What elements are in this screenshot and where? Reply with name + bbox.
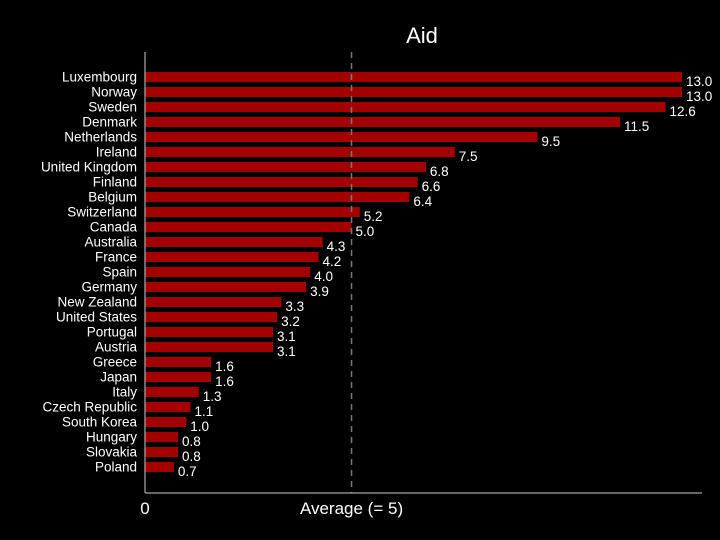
bar [145, 312, 278, 322]
bar [145, 267, 311, 277]
value-label: 3.2 [281, 314, 300, 329]
category-label: Japan [100, 370, 137, 385]
bar [145, 342, 274, 352]
value-label: 7.5 [459, 149, 478, 164]
category-label: Italy [112, 385, 137, 400]
bar [145, 372, 212, 382]
value-label: 3.9 [310, 284, 329, 299]
bar [145, 132, 538, 142]
category-label: Slovakia [86, 445, 138, 460]
category-label: Poland [95, 460, 137, 475]
bar [145, 417, 187, 427]
bar [145, 252, 319, 262]
value-label: 12.6 [669, 104, 695, 119]
value-label: 1.0 [190, 419, 209, 434]
category-label: Luxembourg [62, 70, 137, 85]
category-label: Netherlands [64, 130, 137, 145]
category-label: Ireland [96, 145, 137, 160]
value-label: 3.1 [277, 344, 296, 359]
x-tick-zero: 0 [140, 499, 149, 518]
value-label: 4.0 [314, 269, 333, 284]
value-label: 1.6 [215, 374, 234, 389]
category-label: France [95, 250, 137, 265]
value-label: 3.3 [285, 299, 304, 314]
category-label: New Zealand [57, 295, 137, 310]
value-label: 6.6 [422, 179, 441, 194]
category-label: Sweden [88, 100, 137, 115]
bar [145, 72, 682, 82]
bar [145, 162, 426, 172]
value-label: 6.8 [430, 164, 449, 179]
bar [145, 297, 282, 307]
value-label: 0.8 [182, 434, 201, 449]
value-label: 1.1 [194, 404, 213, 419]
category-label: Greece [93, 355, 137, 370]
bar [145, 177, 418, 187]
value-label: 3.1 [277, 329, 296, 344]
category-label: Hungary [86, 430, 137, 445]
value-label: 5.0 [356, 224, 375, 239]
chart-title: Aid [406, 23, 438, 48]
category-label: Switzerland [67, 205, 137, 220]
bar [145, 237, 323, 247]
value-label: 13.0 [686, 89, 712, 104]
category-label: Belgium [88, 190, 137, 205]
category-label: United States [56, 310, 137, 325]
bar [145, 192, 410, 202]
bar [145, 102, 666, 112]
bar [145, 462, 174, 472]
category-label: Norway [91, 85, 137, 100]
value-label: 5.2 [364, 209, 383, 224]
category-label: Finland [93, 175, 137, 190]
bar [145, 147, 455, 157]
bar [145, 447, 179, 457]
bar [145, 282, 307, 292]
category-label: Australia [84, 235, 137, 250]
value-label: 6.4 [413, 194, 432, 209]
value-label: 4.2 [322, 254, 341, 269]
bar [145, 357, 212, 367]
bar [145, 387, 199, 397]
bar [145, 87, 682, 97]
category-label: Spain [102, 265, 137, 280]
category-label: Portugal [87, 325, 137, 340]
value-label: 0.8 [182, 449, 201, 464]
value-label: 11.5 [624, 119, 649, 134]
bar [145, 207, 360, 217]
category-label: Denmark [82, 115, 137, 130]
value-label: 0.7 [178, 464, 197, 479]
value-label: 9.5 [541, 134, 560, 149]
bar [145, 222, 352, 232]
category-label: Canada [90, 220, 138, 235]
value-label: 1.6 [215, 359, 234, 374]
category-label: South Korea [62, 415, 138, 430]
category-label: Czech Republic [42, 400, 137, 415]
average-label: Average (= 5) [300, 499, 403, 518]
bar [145, 117, 621, 127]
category-label: Austria [95, 340, 138, 355]
bar [145, 432, 179, 442]
value-label: 1.3 [203, 389, 222, 404]
bar [145, 402, 191, 412]
category-label: United Kingdom [41, 160, 137, 175]
bars-group: Luxembourg 13.0 Norway 13.0 Sweden 12.6 Denmar… [41, 70, 712, 480]
value-label: 13.0 [686, 74, 712, 89]
bar [145, 327, 274, 337]
value-label: 4.3 [327, 239, 346, 254]
category-label: Germany [81, 280, 137, 295]
